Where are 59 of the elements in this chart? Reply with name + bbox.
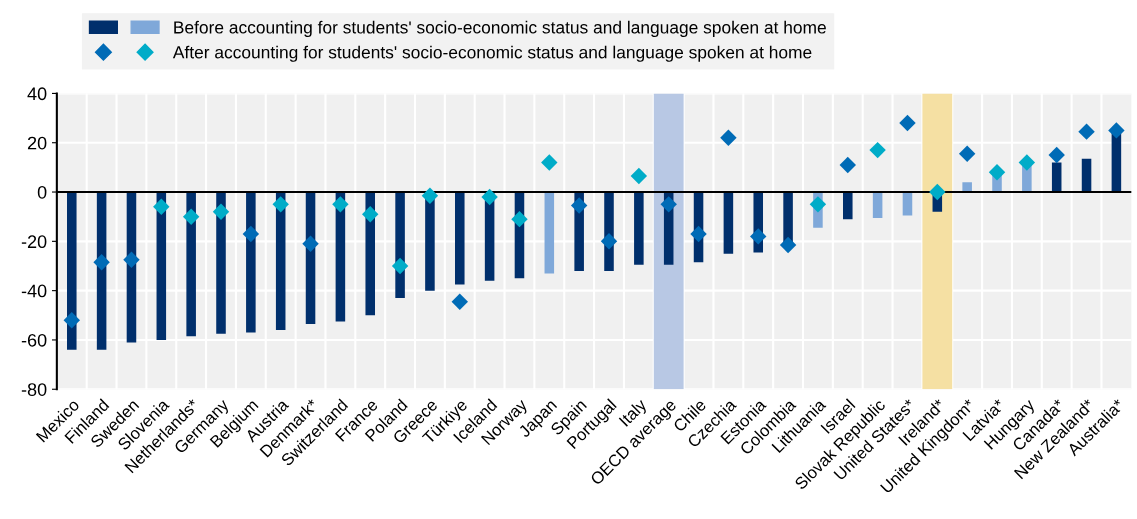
y-tick-label: -20 (21, 235, 47, 249)
point (511, 210, 528, 228)
point (630, 167, 648, 185)
legend-label: Before accounting for students' socio-economic status and language spoken at home (174, 20, 826, 37)
point (1108, 122, 1125, 139)
bar (67, 192, 77, 350)
y-tick-label: -60 (21, 333, 47, 347)
point (839, 156, 856, 174)
point (779, 236, 797, 254)
point (153, 198, 170, 216)
bar (962, 182, 972, 193)
bar (365, 192, 376, 316)
point (988, 164, 1006, 181)
point (272, 196, 289, 213)
bar (186, 192, 196, 337)
point (600, 233, 618, 250)
point (929, 183, 946, 201)
legend-label: After accounting for students' socio-economic status and language spoken at home (172, 45, 812, 62)
point (332, 196, 349, 213)
point (182, 208, 200, 225)
y-tick-label: -40 (21, 284, 47, 298)
point (690, 225, 707, 243)
point (421, 187, 439, 204)
point (1018, 154, 1036, 171)
point (451, 293, 468, 310)
y-tick-label: 0 (37, 185, 47, 199)
point (1078, 123, 1095, 140)
point (242, 225, 260, 243)
y-tick-label: 20 (27, 136, 47, 150)
point (899, 114, 916, 132)
point (570, 197, 588, 214)
bar (723, 192, 734, 254)
bar (455, 192, 465, 285)
point (123, 251, 140, 269)
y-tick-label: -80 (21, 383, 47, 396)
y-tick-label: 40 (27, 87, 47, 101)
bar (1081, 158, 1092, 193)
point (212, 203, 230, 220)
point (720, 129, 737, 147)
point (63, 312, 80, 329)
point (869, 141, 886, 159)
bar (216, 192, 226, 334)
point (481, 188, 498, 206)
bar (634, 192, 644, 265)
point (750, 228, 767, 245)
point (1048, 146, 1065, 164)
point (809, 196, 827, 213)
bar (872, 192, 883, 218)
point (541, 154, 558, 171)
point (391, 257, 409, 275)
point (93, 254, 110, 271)
bar (544, 192, 555, 274)
point (302, 235, 319, 253)
point (362, 206, 379, 223)
bar (1051, 162, 1062, 193)
bar (246, 192, 256, 333)
point (660, 196, 677, 213)
point (958, 145, 976, 163)
bar (843, 192, 853, 220)
